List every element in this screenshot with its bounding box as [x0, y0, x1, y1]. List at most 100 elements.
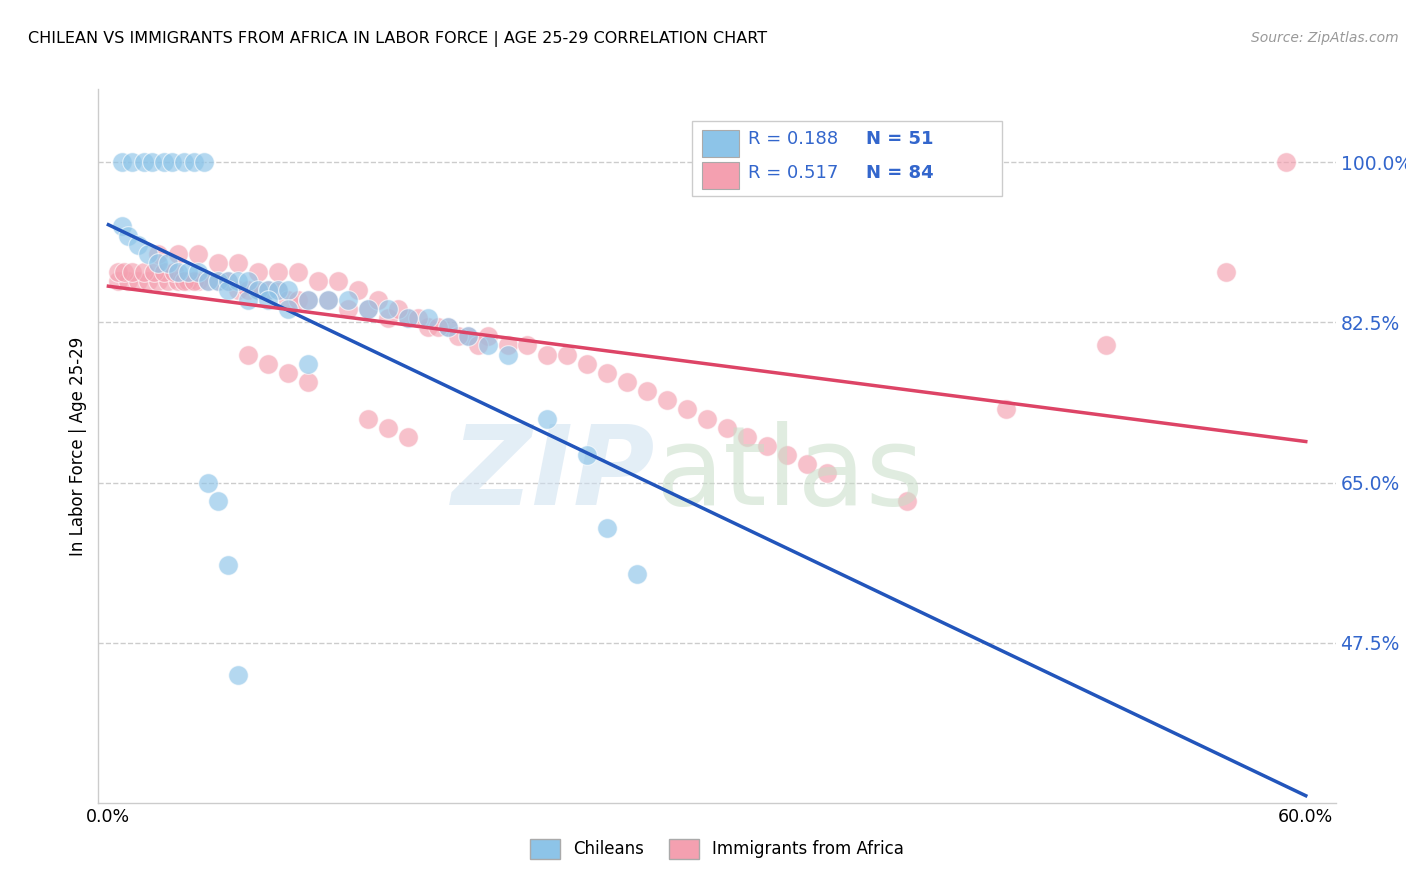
Point [426, 320, 449, 334]
Point [207, 274, 229, 288]
Point [247, 284, 270, 298]
Point [596, 521, 619, 535]
Point [121, 155, 143, 169]
Point [173, 274, 195, 288]
Point [557, 347, 579, 361]
Point [207, 256, 229, 270]
Point [127, 237, 149, 252]
Point [696, 411, 718, 425]
Point [236, 284, 259, 298]
Point [336, 293, 359, 307]
Point [257, 284, 280, 298]
Point [148, 274, 170, 288]
Point [496, 347, 519, 361]
Point [107, 265, 129, 279]
Point [177, 265, 200, 279]
Point [326, 274, 349, 288]
Point [406, 310, 429, 325]
Point [277, 301, 299, 316]
Point [226, 667, 249, 681]
FancyBboxPatch shape [692, 121, 1001, 196]
Point [197, 274, 219, 288]
Point [815, 467, 838, 481]
Point [776, 448, 799, 462]
Text: CHILEAN VS IMMIGRANTS FROM AFRICA IN LABOR FORCE | AGE 25-29 CORRELATION CHART: CHILEAN VS IMMIGRANTS FROM AFRICA IN LAB… [28, 31, 768, 47]
Point [657, 393, 679, 408]
Point [357, 301, 380, 316]
Point [183, 155, 205, 169]
Point [197, 475, 219, 490]
Point [287, 293, 309, 307]
Point [173, 155, 195, 169]
Point [207, 494, 229, 508]
Point [157, 274, 180, 288]
Point [236, 293, 259, 307]
Point [153, 155, 176, 169]
Point [121, 265, 143, 279]
Point [297, 293, 319, 307]
Point [377, 420, 399, 434]
Text: R = 0.188: R = 0.188 [748, 130, 838, 148]
Point [207, 274, 229, 288]
Point [267, 284, 290, 298]
Point [187, 274, 209, 288]
Point [277, 293, 299, 307]
Point [716, 420, 738, 434]
Point [995, 402, 1018, 417]
Point [162, 155, 184, 169]
Point [307, 274, 329, 288]
Point [226, 284, 249, 298]
Point [396, 310, 419, 325]
Point [636, 384, 658, 398]
Point [187, 247, 209, 261]
Point [626, 567, 648, 582]
Point [436, 320, 458, 334]
Point [117, 274, 139, 288]
Point [576, 357, 599, 371]
Point [226, 274, 249, 288]
Point [257, 293, 280, 307]
Text: Source: ZipAtlas.com: Source: ZipAtlas.com [1251, 31, 1399, 45]
Point [163, 265, 186, 279]
Point [536, 347, 558, 361]
Point [457, 329, 479, 343]
Point [396, 430, 419, 444]
Point [267, 265, 290, 279]
Point [467, 338, 489, 352]
Point [297, 375, 319, 389]
Text: N = 51: N = 51 [866, 130, 934, 148]
Point [316, 293, 339, 307]
Point [267, 284, 290, 298]
Point [896, 494, 918, 508]
Y-axis label: In Labor Force | Age 25-29: In Labor Force | Age 25-29 [69, 336, 87, 556]
Point [193, 155, 215, 169]
Point [127, 274, 149, 288]
Point [148, 256, 170, 270]
Point [516, 338, 538, 352]
Point [236, 274, 259, 288]
Point [148, 247, 170, 261]
Point [416, 320, 439, 334]
Point [136, 274, 159, 288]
Point [457, 329, 479, 343]
Point [676, 402, 699, 417]
Point [134, 155, 156, 169]
Text: R = 0.517: R = 0.517 [748, 164, 838, 182]
FancyBboxPatch shape [702, 130, 740, 157]
Point [316, 293, 339, 307]
Point [416, 310, 439, 325]
Point [377, 301, 399, 316]
Point [187, 265, 209, 279]
Point [277, 366, 299, 380]
Point [616, 375, 638, 389]
Point [257, 284, 280, 298]
Point [153, 265, 176, 279]
Point [226, 256, 249, 270]
Point [247, 284, 270, 298]
Point [735, 430, 758, 444]
Point [536, 411, 558, 425]
Point [167, 274, 190, 288]
Point [576, 448, 599, 462]
Point [217, 274, 239, 288]
Point [197, 274, 219, 288]
